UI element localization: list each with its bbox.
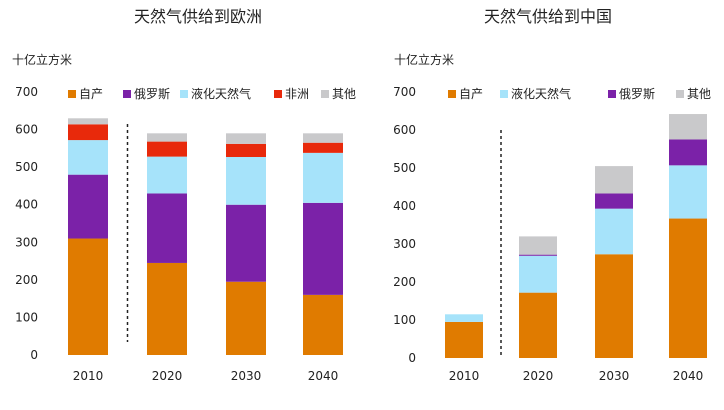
- china-bar-segment: [669, 218, 707, 358]
- china-legend-swatch: [608, 90, 616, 98]
- europe-y-axis: 0 100 200 300 400 500 600 700: [15, 85, 38, 362]
- europe-panel: 天然气供给到欧洲 十亿立方米 0 100 200 300 400 500 600 700 20…: [12, 7, 356, 383]
- china-legend: 自产 液化天然气 俄罗斯 其他: [448, 86, 711, 101]
- europe-legend-label: 其他: [332, 87, 356, 101]
- europe-legend-swatch: [274, 90, 282, 98]
- europe-bar-segment: [68, 124, 108, 141]
- europe-bar-segment: [68, 238, 108, 355]
- europe-legend-label: 非洲: [285, 87, 309, 101]
- china-legend-label: 自产: [459, 87, 483, 101]
- china-y-tick-label: 600: [393, 123, 416, 137]
- china-bar-segment: [519, 255, 557, 293]
- europe-bar-segment: [68, 174, 108, 239]
- china-bar-segment: [669, 114, 707, 140]
- china-y-tick-label: 200: [393, 275, 416, 289]
- china-chart-title: 天然气供给到中国: [484, 7, 612, 26]
- china-bar-segment: [595, 166, 633, 194]
- china-y-tick-label: 500: [393, 161, 416, 175]
- europe-bar-segment: [68, 118, 108, 125]
- china-bar-segment: [595, 193, 633, 209]
- europe-legend: 自产 俄罗斯 液化天然气 非洲 其他: [68, 86, 356, 101]
- europe-bar-segment: [147, 133, 187, 142]
- china-y-tick-label: 700: [393, 85, 416, 99]
- europe-y-tick-label: 500: [15, 160, 38, 174]
- china-bar-segment: [595, 208, 633, 255]
- china-y-tick-label: 300: [393, 237, 416, 251]
- china-legend-label: 液化天然气: [511, 86, 571, 101]
- china-legend-label: 其他: [687, 87, 711, 101]
- europe-legend-label: 液化天然气: [191, 86, 251, 101]
- china-bars: [445, 114, 707, 358]
- europe-y-tick-label: 600: [15, 123, 38, 137]
- china-x-tick-label: 2030: [599, 369, 630, 383]
- europe-bar-segment: [303, 142, 343, 153]
- europe-x-axis: 2010 2020 2030 2040: [73, 369, 339, 383]
- europe-y-tick-label: 700: [15, 85, 38, 99]
- europe-bar-segment: [226, 156, 266, 205]
- china-y-tick-label: 100: [393, 313, 416, 327]
- china-x-tick-label: 2020: [523, 369, 554, 383]
- europe-bar-segment: [303, 202, 343, 295]
- europe-bar-segment: [147, 156, 187, 194]
- china-bar-segment: [445, 321, 483, 358]
- china-bar-segment: [669, 165, 707, 219]
- europe-bar-segment: [226, 204, 266, 282]
- china-legend-swatch: [500, 90, 508, 98]
- europe-bar-segment: [147, 262, 187, 355]
- china-x-axis: 2010 2020 2030 2040: [449, 369, 704, 383]
- europe-y-tick-label: 300: [15, 235, 38, 249]
- china-x-tick-label: 2040: [673, 369, 704, 383]
- china-bar-segment: [669, 139, 707, 166]
- china-x-tick-label: 2010: [449, 369, 480, 383]
- china-panel: 天然气供给到中国 十亿立方米 0 100 200 300 400 500 600 700 20…: [393, 7, 711, 383]
- china-legend-swatch: [448, 90, 456, 98]
- europe-bar-segment: [226, 133, 266, 144]
- europe-x-tick-label: 2020: [152, 369, 183, 383]
- europe-legend-swatch: [321, 90, 329, 98]
- europe-legend-swatch: [180, 90, 188, 98]
- china-legend-swatch: [676, 90, 684, 98]
- europe-y-unit-label: 十亿立方米: [12, 52, 72, 67]
- europe-legend-label: 俄罗斯: [134, 87, 170, 101]
- europe-bar-segment: [147, 141, 187, 157]
- europe-legend-swatch: [123, 90, 131, 98]
- europe-bar-segment: [303, 133, 343, 143]
- europe-y-tick-label: 200: [15, 273, 38, 287]
- china-bar-segment: [445, 314, 483, 322]
- europe-bar-segment: [226, 281, 266, 355]
- europe-bar-segment: [68, 140, 108, 175]
- china-y-unit-label: 十亿立方米: [394, 52, 454, 67]
- europe-legend-label: 自产: [79, 87, 103, 101]
- china-bar-segment: [519, 292, 557, 358]
- europe-bar-segment: [303, 294, 343, 355]
- china-y-tick-label: 0: [408, 351, 416, 365]
- china-bar-segment: [519, 236, 557, 255]
- china-y-axis: 0 100 200 300 400 500 600 700: [393, 85, 416, 365]
- china-legend-label: 俄罗斯: [619, 87, 655, 101]
- europe-chart-title: 天然气供给到欧洲: [134, 7, 262, 26]
- europe-bar-segment: [226, 143, 266, 157]
- europe-bars: [68, 118, 343, 355]
- china-bar-segment: [595, 254, 633, 358]
- europe-x-tick-label: 2040: [308, 369, 339, 383]
- china-y-tick-label: 400: [393, 199, 416, 213]
- europe-y-tick-label: 400: [15, 198, 38, 212]
- europe-y-tick-label: 100: [15, 310, 38, 324]
- europe-y-tick-label: 0: [30, 348, 38, 362]
- china-bar-segment: [519, 254, 557, 256]
- europe-legend-swatch: [68, 90, 76, 98]
- europe-x-tick-label: 2010: [73, 369, 104, 383]
- europe-x-tick-label: 2030: [231, 369, 262, 383]
- europe-bar-segment: [303, 152, 343, 203]
- europe-bar-segment: [147, 193, 187, 263]
